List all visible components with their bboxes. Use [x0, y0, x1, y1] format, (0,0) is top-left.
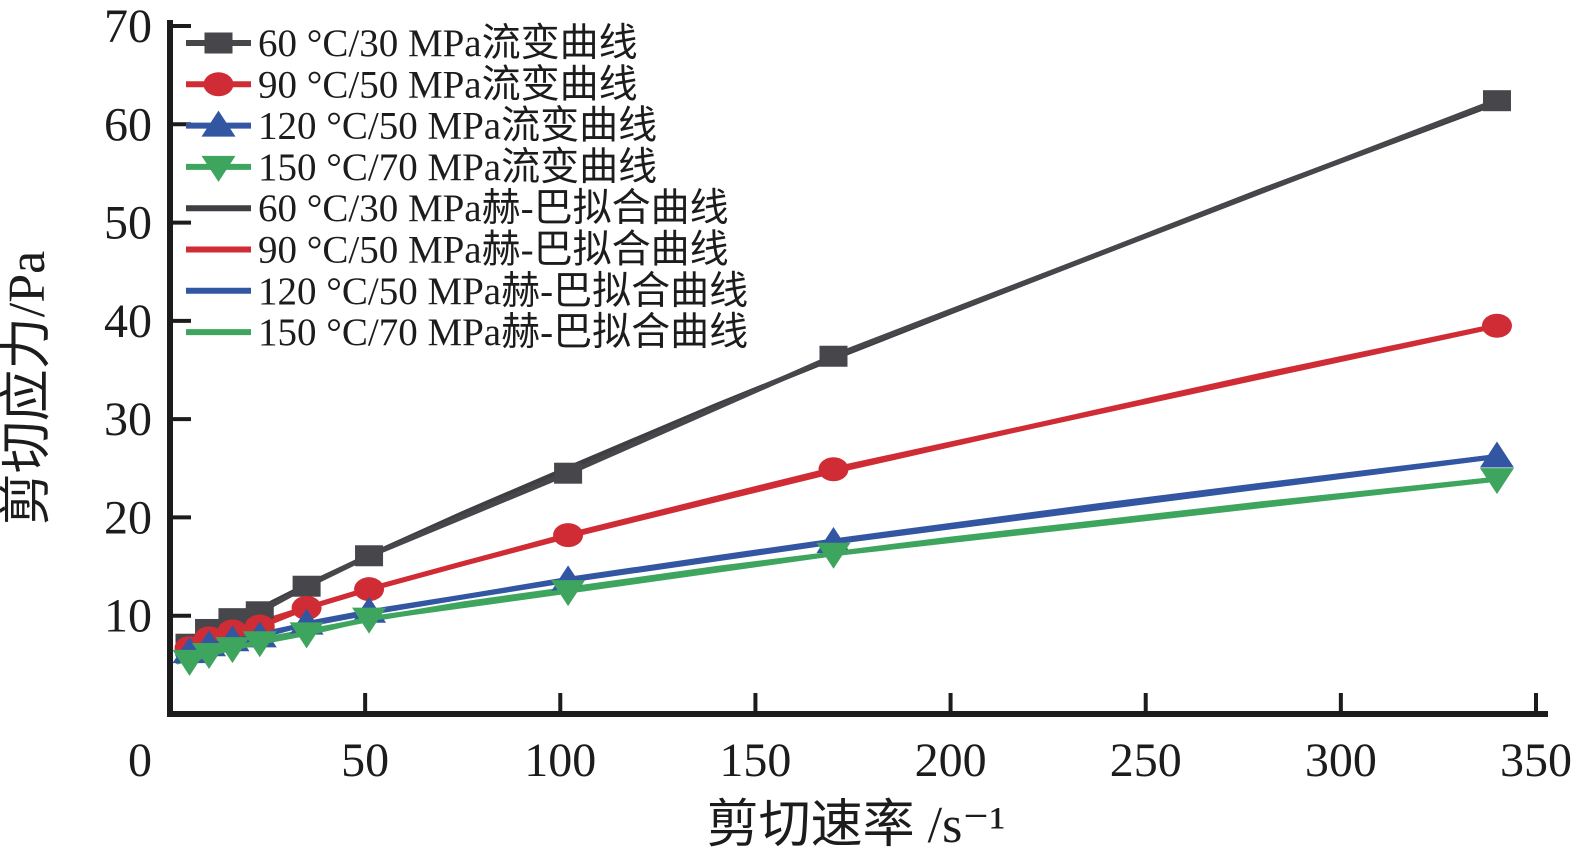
data-marker: [292, 575, 321, 597]
circle-legend-marker: [203, 72, 234, 97]
x-tick-label: 300: [1305, 734, 1377, 787]
legend-item: 90 °C/50 MPa流变曲线: [186, 63, 638, 106]
legend-item: 150 °C/70 MPa流变曲线: [186, 146, 657, 189]
x-tick-label: 250: [1110, 734, 1182, 787]
y-tick-label: 70: [104, 0, 152, 53]
fit-line-7: [175, 476, 1500, 665]
triangle-up-legend-marker: [201, 110, 236, 137]
x-axis-title: 剪切速率 /s⁻¹: [707, 797, 1006, 854]
data-marker: [192, 643, 227, 670]
legend-item: 60 °C/30 MPa流变曲线: [186, 22, 638, 65]
y-tick-label: 10: [104, 590, 152, 643]
data-marker: [553, 523, 584, 548]
data-marker: [1481, 313, 1512, 338]
data-marker: [1479, 441, 1514, 468]
data-marker: [352, 607, 387, 634]
axes-layer: 0 50 100 150 200 250 300 350 10 20 30 40 50 60 70: [104, 0, 1572, 787]
x-tick-label: 200: [915, 734, 987, 787]
data-marker: [819, 345, 848, 367]
y-tick-label: 50: [104, 197, 152, 250]
legend-label: 60 °C/30 MPa赫-巴拟合曲线: [258, 187, 729, 230]
data-marker: [1482, 90, 1511, 112]
data-marker: [816, 542, 851, 569]
x-tick-label: 150: [719, 734, 791, 787]
legend-label: 90 °C/50 MPa流变曲线: [258, 63, 638, 106]
x-tick-label: 100: [524, 734, 596, 787]
data-marker: [242, 631, 277, 658]
legend-label: 150 °C/70 MPa赫-巴拟合曲线: [258, 311, 748, 354]
data-marker: [289, 622, 324, 649]
legend-label: 120 °C/50 MPa流变曲线: [258, 105, 657, 148]
legend-label: 60 °C/30 MPa流变曲线: [258, 22, 638, 65]
legend-item: 120 °C/50 MPa流变曲线: [186, 105, 657, 148]
legend-item: 150 °C/70 MPa赫-巴拟合曲线: [186, 311, 748, 354]
data-marker: [554, 462, 583, 484]
y-tick-label: 30: [104, 393, 152, 446]
data-marker: [551, 580, 586, 607]
legend-item: 120 °C/50 MPa赫-巴拟合曲线: [186, 270, 748, 313]
data-marker: [291, 595, 322, 620]
legend-label: 90 °C/50 MPa赫-巴拟合曲线: [258, 229, 729, 272]
fit-line-5: [175, 323, 1500, 655]
x-tick-label: 50: [341, 734, 389, 787]
legend-item: 60 °C/30 MPa赫-巴拟合曲线: [186, 187, 729, 230]
data-marker: [215, 637, 250, 664]
data-line-1: [187, 323, 1500, 651]
triangle-down-legend-marker: [201, 155, 236, 182]
data-line-3: [187, 476, 1500, 664]
y-tick-label: 20: [104, 491, 152, 544]
data-marker: [818, 457, 849, 482]
y-axis-title: 剪切应力/Pa: [0, 251, 56, 525]
legend-label: 120 °C/50 MPa赫-巴拟合曲线: [258, 270, 748, 313]
x-tick-label: 0: [128, 734, 152, 787]
y-tick-label: 40: [104, 295, 152, 348]
data-marker: [355, 545, 384, 567]
square-legend-marker: [204, 32, 233, 54]
x-tick-label: 350: [1500, 734, 1572, 787]
legend-item: 90 °C/50 MPa赫-巴拟合曲线: [186, 229, 729, 272]
legend-label: 150 °C/70 MPa流变曲线: [258, 146, 657, 189]
data-marker: [172, 649, 207, 676]
y-tick-label: 60: [104, 98, 152, 151]
series-layer: [172, 90, 1514, 676]
data-marker: [354, 577, 385, 602]
data-marker: [1479, 468, 1514, 495]
